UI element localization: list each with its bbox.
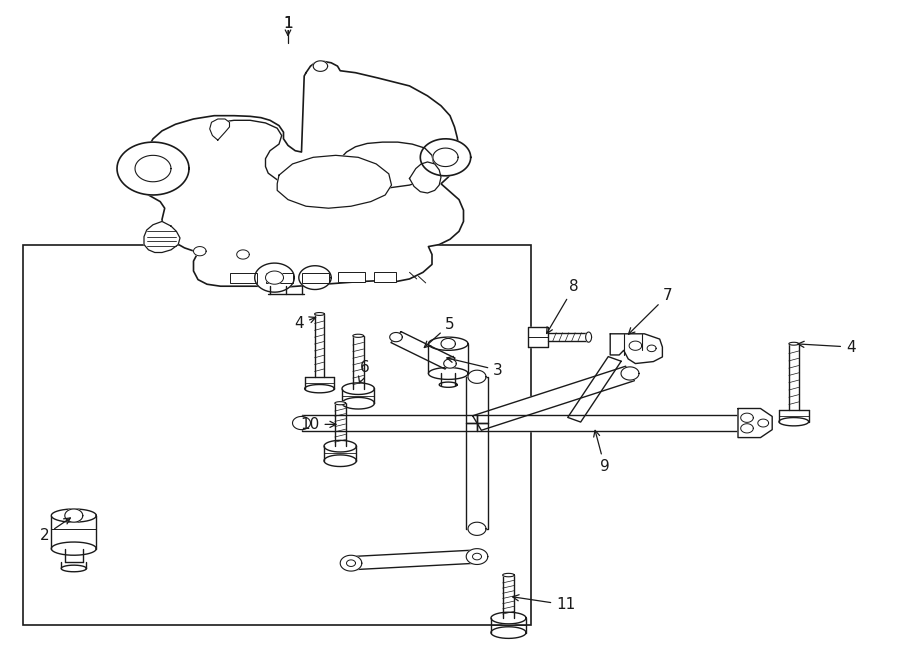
Text: 11: 11 [513,595,575,612]
Text: 7: 7 [628,288,672,334]
Polygon shape [491,627,526,639]
Polygon shape [741,424,753,433]
Polygon shape [621,367,639,380]
Polygon shape [135,155,171,182]
Text: 3: 3 [447,356,503,377]
Polygon shape [779,418,808,426]
Text: 8: 8 [546,279,579,334]
Polygon shape [491,612,526,624]
Polygon shape [324,455,356,467]
Text: 2: 2 [40,518,70,543]
Polygon shape [353,334,364,337]
Polygon shape [391,332,455,369]
Polygon shape [210,119,230,140]
Bar [266,273,292,283]
Polygon shape [629,341,642,350]
Polygon shape [61,565,86,572]
Bar [22,245,531,625]
Polygon shape [468,522,486,535]
Polygon shape [194,247,206,256]
Polygon shape [305,385,335,393]
Polygon shape [472,553,482,560]
Polygon shape [292,416,310,430]
Text: 4: 4 [294,317,316,331]
Polygon shape [503,573,514,577]
Polygon shape [428,368,468,379]
Polygon shape [410,162,441,193]
Polygon shape [51,542,96,555]
Polygon shape [610,334,662,364]
Polygon shape [466,549,488,564]
Polygon shape [342,383,374,395]
Polygon shape [266,271,284,284]
Polygon shape [313,61,328,71]
Text: 6: 6 [358,360,369,383]
Polygon shape [433,148,458,167]
Text: 4: 4 [798,340,856,354]
Polygon shape [144,221,180,253]
Polygon shape [444,359,456,368]
Polygon shape [117,142,189,195]
Polygon shape [468,370,486,383]
Polygon shape [428,337,468,350]
Polygon shape [255,263,294,292]
Text: 1: 1 [284,16,292,30]
Polygon shape [647,345,656,352]
Polygon shape [140,61,464,287]
Text: 10: 10 [301,417,336,432]
Bar [338,272,364,282]
Polygon shape [302,415,477,431]
Polygon shape [324,440,356,452]
Polygon shape [568,356,621,422]
Polygon shape [299,266,331,290]
Polygon shape [472,366,634,430]
Polygon shape [441,338,455,349]
Polygon shape [51,509,96,522]
Text: 9: 9 [594,430,609,475]
Text: 5: 5 [424,317,454,348]
Polygon shape [738,408,772,438]
Polygon shape [741,413,753,422]
Bar [302,273,328,283]
Polygon shape [350,550,478,570]
Polygon shape [65,509,83,522]
Polygon shape [315,313,324,315]
Polygon shape [237,250,249,259]
Polygon shape [586,332,591,342]
Polygon shape [466,423,488,529]
Polygon shape [335,402,346,405]
Bar [230,273,256,283]
Polygon shape [789,342,799,345]
Bar [374,272,396,282]
Text: 1: 1 [284,16,292,30]
Polygon shape [277,155,392,208]
Polygon shape [342,397,374,409]
Polygon shape [477,415,738,431]
Polygon shape [390,332,402,342]
Polygon shape [528,327,548,347]
Polygon shape [439,382,457,387]
Polygon shape [466,377,488,423]
Polygon shape [346,560,356,566]
Polygon shape [420,139,471,176]
Polygon shape [340,555,362,571]
Polygon shape [758,419,769,427]
